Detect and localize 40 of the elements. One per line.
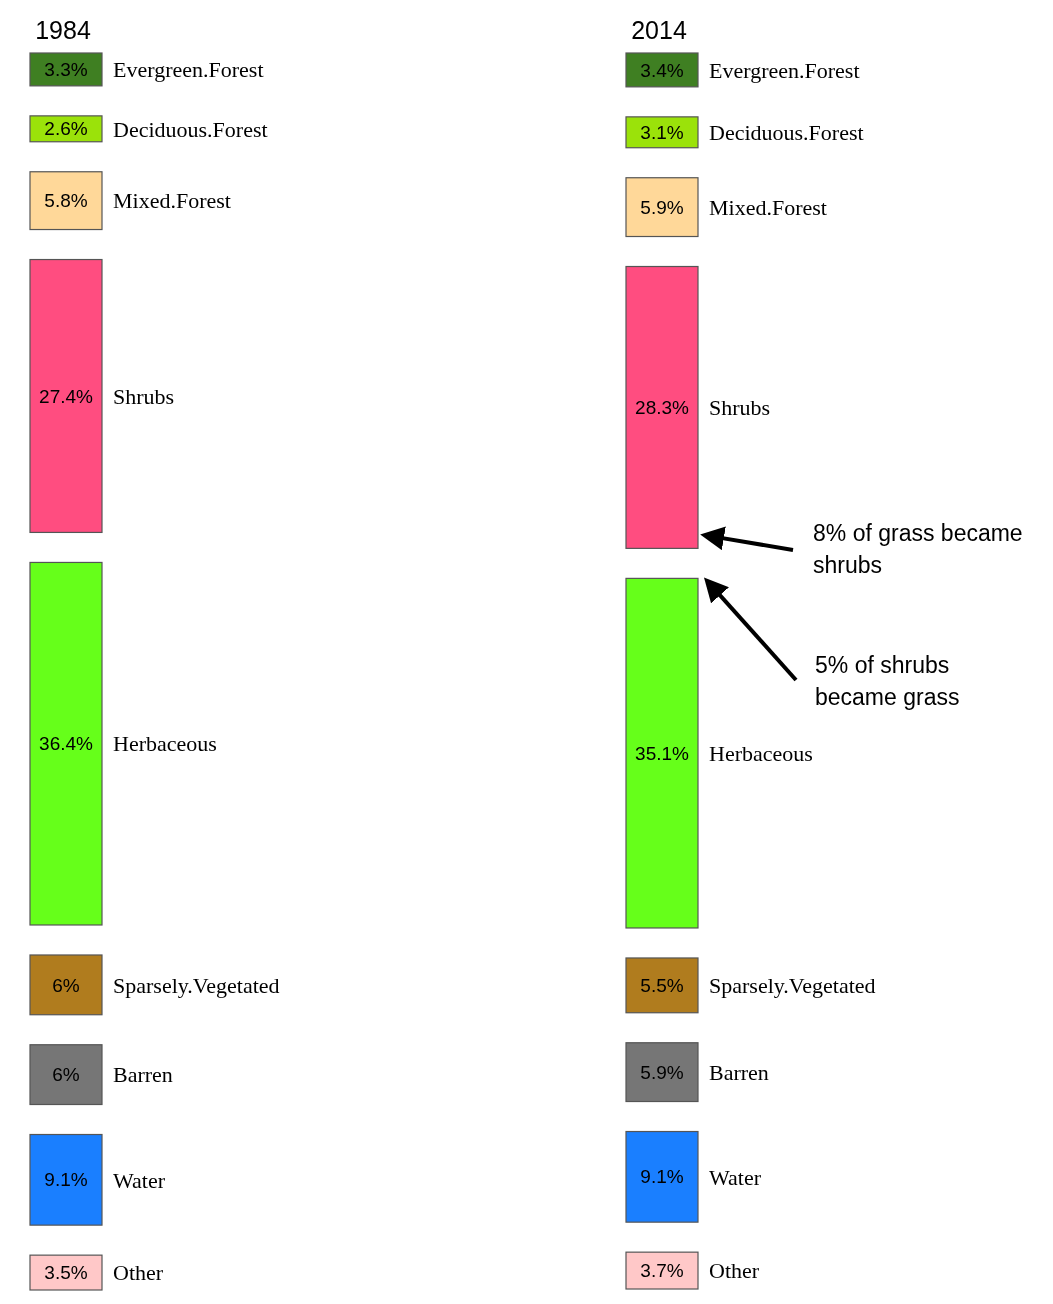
category-label: Sparsely.Vegetated <box>709 973 876 999</box>
category-label: Evergreen.Forest <box>113 57 264 83</box>
category-label: Deciduous.Forest <box>113 116 268 142</box>
data-label: 3.5% <box>44 1262 88 1284</box>
category-label: Shrubs <box>709 395 771 421</box>
category-label: Deciduous.Forest <box>709 120 864 145</box>
category-label: Other <box>113 1260 164 1286</box>
data-label: 3.3% <box>44 59 88 81</box>
data-label: 9.1% <box>44 1169 88 1191</box>
category-label: Water <box>113 1167 166 1193</box>
category-label: Mixed.Forest <box>709 194 827 220</box>
category-label: Evergreen.Forest <box>709 57 860 83</box>
category-label: Shrubs <box>113 383 175 409</box>
category-label: Barren <box>113 1062 173 1088</box>
category-label: Barren <box>709 1059 769 1085</box>
text: 5% of shrubs became grass <box>815 652 960 711</box>
data-label: 5.9% <box>640 1061 684 1083</box>
data-label: 3.1% <box>640 121 684 143</box>
category-label: Mixed.Forest <box>113 188 231 214</box>
text: 8% of grass became shrubs <box>813 520 1023 579</box>
data-label: 3.4% <box>640 59 684 81</box>
data-label: 6% <box>52 974 80 996</box>
series-label: 1984 <box>35 16 91 44</box>
category-label: Water <box>709 1164 761 1190</box>
data-label: 3.7% <box>640 1260 684 1282</box>
series-label: 2014 <box>631 16 687 44</box>
data-label: 28.3% <box>635 397 690 419</box>
data-label: 35.1% <box>635 742 690 764</box>
data-label: 2.6% <box>44 118 88 140</box>
data-label: 6% <box>52 1064 80 1086</box>
data-label: 5.9% <box>640 196 684 218</box>
category-label: Herbaceous <box>709 740 813 766</box>
category-label: Sparsely.Vegetated <box>113 972 280 998</box>
category-label: Other <box>709 1258 760 1284</box>
data-label: 9.1% <box>640 1166 684 1188</box>
category-label: Herbaceous <box>113 731 217 757</box>
data-label: 27.4% <box>39 385 94 407</box>
data-label: 36.4% <box>39 733 94 755</box>
data-label: 5.5% <box>640 975 684 997</box>
data-label: 5.8% <box>44 190 88 212</box>
